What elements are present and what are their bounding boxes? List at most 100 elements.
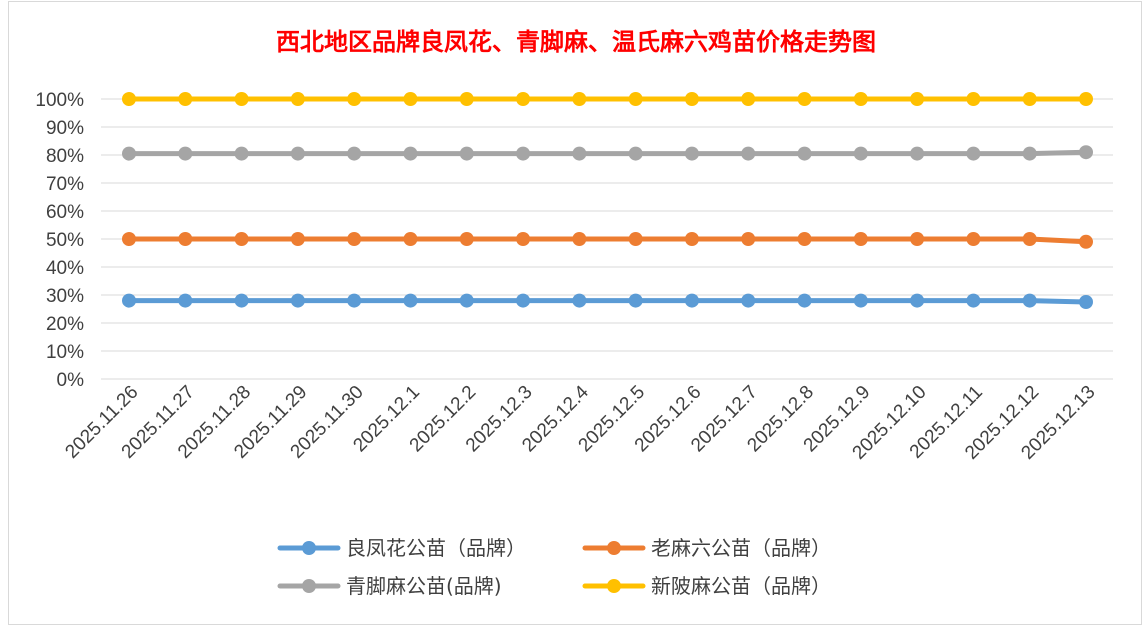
data-point [853,293,868,308]
data-point [684,92,699,106]
data-point [234,293,249,308]
legend[interactable]: 良凤花公苗（品牌） 老麻六公苗（品牌） 青脚麻公苗(品牌) 新陂麻公苗（品牌） [277,536,831,598]
data-point [741,293,756,308]
data-point [628,232,643,246]
data-point [966,293,981,308]
data-point [910,293,925,308]
data-point [459,232,474,246]
data-point [966,146,981,161]
data-point [741,232,756,246]
data-point [290,293,305,308]
data-point [684,146,699,161]
data-point [234,92,249,106]
data-point [910,146,925,161]
data-point [178,232,193,246]
data-point [1022,232,1037,246]
data-point [1079,145,1093,160]
series-4 [122,92,1093,106]
data-point [122,146,136,161]
legend-marker [607,579,621,593]
y-tick-label: 40% [46,258,84,279]
y-tick-label: 70% [46,174,84,195]
data-point [628,146,643,161]
x-axis-ticks: 2025.11.262025.11.272025.11.282025.11.29… [61,381,1099,463]
y-tick-label: 50% [46,230,84,251]
series-line [126,298,1089,305]
data-point [1079,295,1093,309]
y-tick-label: 80% [46,146,84,167]
data-point [178,146,193,161]
data-point [572,92,587,106]
legend-marker [607,541,621,555]
legend-label: 良凤花公苗（品牌） [346,536,526,560]
legend-marker [302,541,316,555]
legend-label: 新陂麻公苗（品牌） [651,574,831,598]
data-point [290,92,305,106]
data-point [853,92,868,106]
chart-border [8,1,1142,625]
data-point [1022,92,1037,106]
data-point [797,146,812,161]
data-point [290,146,305,161]
data-point [516,92,531,106]
data-point [853,146,868,161]
y-tick-label: 10% [46,342,84,363]
data-point [1079,92,1093,106]
chart-title: 西北地区品牌良凤花、青脚麻、温氏麻六鸡苗价格走势图 [276,27,876,56]
series-1 [122,293,1093,309]
data-point [516,293,531,308]
data-point [572,146,587,161]
series-2 [122,232,1093,249]
series-line [126,236,1089,245]
data-point [234,232,249,246]
legend-marker [302,579,316,593]
data-point [572,232,587,246]
data-point [122,92,136,106]
data-point [122,232,136,246]
y-axis-ticks: 0% 10% 20% 30% 40% 50% 60% 70% 80% 90% 100% [35,90,84,391]
data-point [966,232,981,246]
data-point [516,146,531,161]
data-point [403,293,418,308]
legend-item[interactable]: 青脚麻公苗(品牌) [277,574,502,598]
data-point [628,92,643,106]
data-point [910,92,925,106]
data-point [122,293,136,308]
series-3 [122,145,1093,161]
data-point [403,232,418,246]
series-group [122,92,1093,309]
data-point [572,293,587,308]
y-tick-label: 100% [35,90,84,111]
data-point [403,146,418,161]
legend-item[interactable]: 良凤花公苗（品牌） [277,536,526,560]
data-point [459,293,474,308]
y-tick-label: 30% [46,286,84,307]
data-point [403,92,418,106]
legend-label: 老麻六公苗（品牌） [651,536,831,560]
data-point [741,92,756,106]
data-point [684,293,699,308]
data-point [1022,146,1037,161]
data-point [516,232,531,246]
data-point [1022,293,1037,308]
data-point [910,232,925,246]
data-point [853,232,868,246]
y-tick-label: 60% [46,202,84,223]
data-point [178,293,193,308]
legend-item[interactable]: 新陂麻公苗（品牌） [582,574,831,598]
data-point [178,92,193,106]
y-tick-label: 0% [57,370,85,391]
legend-item[interactable]: 老麻六公苗（品牌） [582,536,831,560]
data-point [628,293,643,308]
y-tick-label: 20% [46,314,84,335]
data-point [797,293,812,308]
data-point [347,146,362,161]
legend-label: 青脚麻公苗(品牌) [346,574,502,598]
data-point [1079,234,1093,249]
data-point [347,293,362,308]
data-point [459,146,474,161]
data-point [234,146,249,161]
data-point [797,92,812,106]
